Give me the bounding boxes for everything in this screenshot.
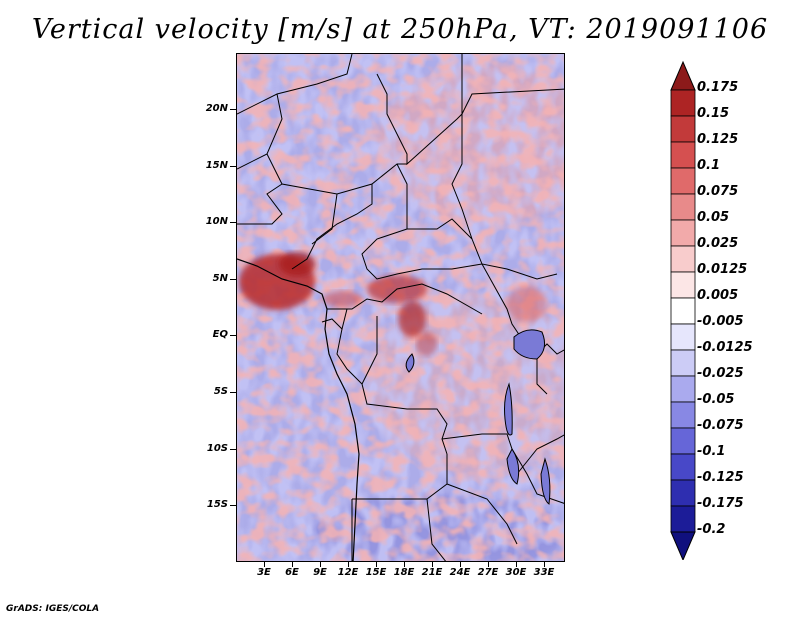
colorbar-segment — [670, 427, 696, 455]
colorbar-label: 0.125 — [697, 132, 739, 147]
colorbar-label: 0.0125 — [697, 262, 748, 277]
colorbar-label: 0.005 — [697, 288, 739, 303]
x-tick-label: 27E — [477, 567, 499, 578]
colorbar-label: 0.1 — [697, 158, 721, 173]
colorbar-label: 0.175 — [697, 80, 739, 95]
colorbar-scale — [670, 60, 696, 560]
colorbar-segment — [670, 89, 696, 117]
y-tick-label: 15S — [206, 499, 228, 510]
colorbar-label: -0.2 — [697, 522, 726, 537]
colorbar-lower-arrow — [670, 531, 696, 560]
map-panel — [236, 53, 565, 562]
colorbar-label: 0.15 — [697, 106, 730, 121]
colorbar-label: -0.075 — [697, 418, 744, 433]
colorbar-segment — [670, 141, 696, 169]
x-tick-label: 12E — [337, 567, 359, 578]
x-tick-label: 21E — [421, 567, 443, 578]
y-tick-label: 15N — [205, 160, 228, 171]
lakes — [405, 329, 551, 505]
colorbar-segment — [670, 193, 696, 221]
colorbar-label: -0.125 — [697, 470, 744, 485]
y-tick-label: 20N — [205, 103, 228, 114]
colorbar-segment — [670, 349, 696, 377]
x-tick-label: 18E — [393, 567, 415, 578]
x-tick-label: 33E — [533, 567, 555, 578]
colorbar-segment — [670, 271, 696, 299]
colorbar-label: -0.175 — [697, 496, 744, 511]
colorbar-label: 0.05 — [697, 210, 730, 225]
colorbar-segment — [670, 323, 696, 351]
x-tick-label: 9E — [313, 567, 327, 578]
colorbar-segment — [670, 167, 696, 195]
x-tick-label: 30E — [505, 567, 527, 578]
colorbar-segment — [670, 401, 696, 429]
colorbar-label: -0.025 — [697, 366, 744, 381]
map-title: Vertical velocity [m/s] at 250hPa, VT: 2… — [31, 14, 769, 45]
colorbar-label: 0.075 — [697, 184, 739, 199]
colorbar-label: -0.0125 — [697, 340, 753, 355]
x-tick-label: 6E — [285, 567, 299, 578]
y-tick-label: 5N — [212, 273, 228, 284]
colorbar-label: -0.05 — [697, 392, 735, 407]
x-tick-label: 3E — [257, 567, 271, 578]
colorbar-segment — [670, 297, 696, 325]
y-tick-label: EQ — [212, 329, 228, 340]
colorbar-segment — [670, 219, 696, 247]
convection-cores — [239, 252, 547, 356]
y-tick-label: 5S — [213, 386, 228, 397]
colorbar-upper-arrow — [670, 60, 696, 91]
colorbar-label: -0.005 — [697, 314, 744, 329]
coastline — [237, 258, 360, 561]
colorbar-segment — [670, 245, 696, 273]
footer-credit: GrADS: IGES/COLA — [6, 604, 100, 614]
x-tick-label: 24E — [449, 567, 471, 578]
colorbar-segment — [670, 505, 696, 533]
y-tick-label: 10N — [205, 216, 228, 227]
colorbar-segment — [670, 375, 696, 403]
vertical-velocity-field — [237, 54, 564, 561]
colorbar-segment — [670, 115, 696, 143]
x-tick-label: 15E — [365, 567, 387, 578]
colorbar-segment — [670, 453, 696, 481]
y-tick-label: 10S — [206, 443, 228, 454]
colorbar-label: -0.1 — [697, 444, 726, 459]
colorbar-label: 0.025 — [697, 236, 739, 251]
colorbar-segment — [670, 479, 696, 507]
